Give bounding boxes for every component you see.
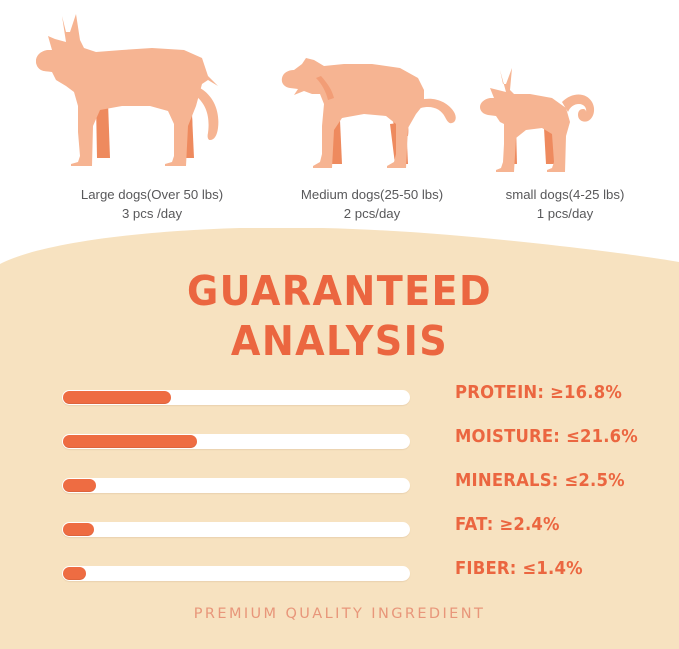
small-dog-silhouette-icon: [470, 6, 660, 178]
dog-size-label: Large dogs(Over 50 lbs): [80, 187, 224, 202]
nutrient-bar-track: [62, 434, 410, 449]
dog-serving-label: 1 pcs/day: [536, 205, 594, 221]
nutrient-bar-fill: [63, 479, 96, 492]
nutrient-label: MINERALS: ≤2.5%: [455, 471, 625, 491]
dog-serving-label: 2 pcs/day: [343, 205, 401, 221]
nutrient-bar-fill: [63, 435, 197, 448]
dog-size-label: Medium dogs(25-50 lbs): [300, 187, 444, 202]
panel-footer-text: PREMIUM QUALITY INGREDIENT: [193, 606, 486, 622]
nutrient-bar-fill: [63, 567, 86, 580]
nutrient-bar-track: [62, 478, 410, 493]
medium-dog-silhouette-icon: [272, 6, 472, 178]
nutrient-label: FAT: ≥2.4%: [455, 515, 560, 535]
nutrient-row: MINERALS: ≤2.5%: [0, 468, 679, 512]
nutrient-bar-track: [62, 566, 410, 581]
nutrient-label: PROTEIN: ≥16.8%: [455, 383, 623, 403]
nutrient-bar-track: [62, 522, 410, 537]
nutrient-bar-fill: [63, 391, 171, 404]
page-title-line-1: GUARANTEED: [186, 267, 493, 315]
nutrient-row: PROTEIN: ≥16.8%: [0, 380, 679, 424]
nutrient-row: FAT: ≥2.4%: [0, 512, 679, 556]
dog-serving-label: 3 pcs /day: [121, 205, 183, 221]
nutrient-bar-track: [62, 390, 410, 405]
feeding-guide-caption-large: Large dogs(Over 50 lbs) 3 pcs /day: [22, 186, 282, 223]
dog-size-label: small dogs(4-25 lbs): [505, 187, 625, 202]
page-title-line-2: ANALYSIS: [230, 317, 449, 366]
page-title: GUARANTEED ANALYSIS: [24, 266, 655, 366]
nutrient-label: FIBER: ≤1.4%: [455, 559, 583, 579]
nutrient-label: MOISTURE: ≤21.6%: [455, 427, 638, 447]
nutrient-rows: PROTEIN: ≥16.8% MOISTURE: ≤21.6% MINERAL…: [0, 380, 679, 600]
feeding-guide-caption-medium: Medium dogs(25-50 lbs) 2 pcs/day: [272, 186, 472, 223]
feeding-guide-item-large: Large dogs(Over 50 lbs) 3 pcs /day: [22, 6, 282, 223]
feeding-guide-item-medium: Medium dogs(25-50 lbs) 2 pcs/day: [272, 6, 472, 223]
feeding-guide-caption-small: small dogs(4-25 lbs) 1 pcs/day: [470, 186, 660, 223]
nutrient-row: FIBER: ≤1.4%: [0, 556, 679, 600]
feeding-guide-section: Large dogs(Over 50 lbs) 3 pcs /day Mediu…: [0, 0, 679, 240]
feeding-guide-item-small: small dogs(4-25 lbs) 1 pcs/day: [470, 6, 660, 223]
large-dog-silhouette-icon: [22, 6, 282, 178]
nutrient-bar-fill: [63, 523, 94, 536]
guaranteed-analysis-panel: GUARANTEED ANALYSIS PROTEIN: ≥16.8% MOIS…: [0, 228, 679, 649]
nutrient-row: MOISTURE: ≤21.6%: [0, 424, 679, 468]
